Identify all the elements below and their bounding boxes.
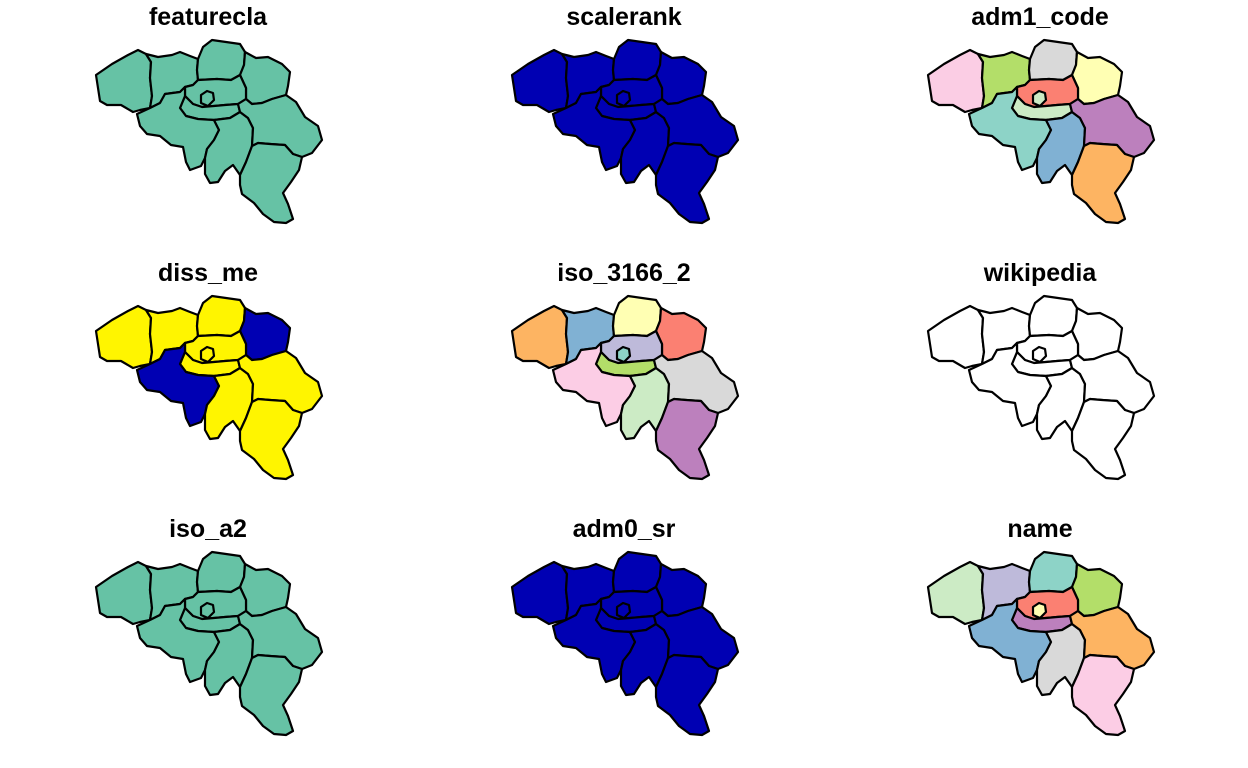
region-brussels [199, 345, 216, 364]
map-regions [510, 294, 740, 481]
map-regions [94, 294, 324, 481]
region-west-flanders [94, 48, 154, 114]
region-antwerp [1027, 294, 1079, 338]
panel-title-4: diss_me [157, 259, 259, 287]
map-2 [510, 38, 740, 225]
region-luxembourg [238, 653, 304, 737]
region-namur [1035, 110, 1087, 185]
region-west-flanders [926, 304, 986, 370]
panel-title-3: adm1_code [971, 3, 1109, 31]
region-brussels [615, 89, 632, 108]
panel-title-8: adm0_sr [572, 515, 676, 543]
map-regions [926, 294, 1156, 481]
panel-title-6: wikipedia [983, 259, 1097, 287]
map-panel-6: wikipedia [832, 256, 1248, 512]
region-luxembourg [238, 397, 304, 481]
region-antwerp [611, 550, 663, 594]
map-9 [926, 550, 1156, 737]
panel-title-2: scalerank [566, 3, 682, 31]
region-brussels [199, 601, 216, 620]
map-6 [926, 294, 1156, 481]
region-west-flanders [510, 48, 570, 114]
region-brussels [1031, 601, 1048, 620]
region-namur [203, 366, 255, 441]
region-antwerp [195, 550, 247, 594]
region-west-flanders [926, 560, 986, 626]
region-namur [203, 110, 255, 185]
region-brussels [615, 345, 632, 364]
region-west-flanders [94, 560, 154, 626]
region-luxembourg [654, 141, 720, 225]
map-regions [510, 550, 740, 737]
region-west-flanders [94, 304, 154, 370]
region-namur [619, 622, 671, 697]
map-1 [94, 38, 324, 225]
region-antwerp [611, 294, 663, 338]
panel-title-5: iso_3166_2 [557, 259, 691, 287]
region-luxembourg [654, 653, 720, 737]
region-namur [619, 366, 671, 441]
map-regions [94, 38, 324, 225]
region-namur [619, 110, 671, 185]
map-regions [94, 550, 324, 737]
region-antwerp [195, 294, 247, 338]
region-namur [203, 622, 255, 697]
region-antwerp [1027, 38, 1079, 82]
region-antwerp [1027, 550, 1079, 594]
map-5 [510, 294, 740, 481]
region-namur [1035, 622, 1087, 697]
region-west-flanders [510, 304, 570, 370]
map-4 [94, 294, 324, 481]
map-regions [926, 38, 1156, 225]
map-panel-2: scalerank [416, 0, 832, 256]
region-namur [1035, 366, 1087, 441]
map-panel-4: diss_me [0, 256, 416, 512]
region-luxembourg [1070, 397, 1136, 481]
map-regions [926, 550, 1156, 737]
region-west-flanders [926, 48, 986, 114]
panel-title-7: iso_a2 [169, 515, 247, 543]
map-panel-8: adm0_sr [416, 512, 832, 768]
map-panel-3: adm1_code [832, 0, 1248, 256]
region-luxembourg [1070, 141, 1136, 225]
region-brussels [1031, 89, 1048, 108]
map-panel-9: name [832, 512, 1248, 768]
region-west-flanders [510, 560, 570, 626]
map-panel-7: iso_a2 [0, 512, 416, 768]
map-panel-1: featurecla [0, 0, 416, 256]
region-antwerp [195, 38, 247, 82]
region-brussels [199, 89, 216, 108]
region-brussels [615, 601, 632, 620]
map-panel-5: iso_3166_2 [416, 256, 832, 512]
panel-title-1: featurecla [148, 3, 268, 31]
region-brussels [1031, 345, 1048, 364]
map-7 [94, 550, 324, 737]
panel-title-9: name [1007, 515, 1073, 543]
region-luxembourg [1070, 653, 1136, 737]
map-regions [510, 38, 740, 225]
map-3 [926, 38, 1156, 225]
region-antwerp [611, 38, 663, 82]
region-luxembourg [654, 397, 720, 481]
region-luxembourg [238, 141, 304, 225]
map-8 [510, 550, 740, 737]
